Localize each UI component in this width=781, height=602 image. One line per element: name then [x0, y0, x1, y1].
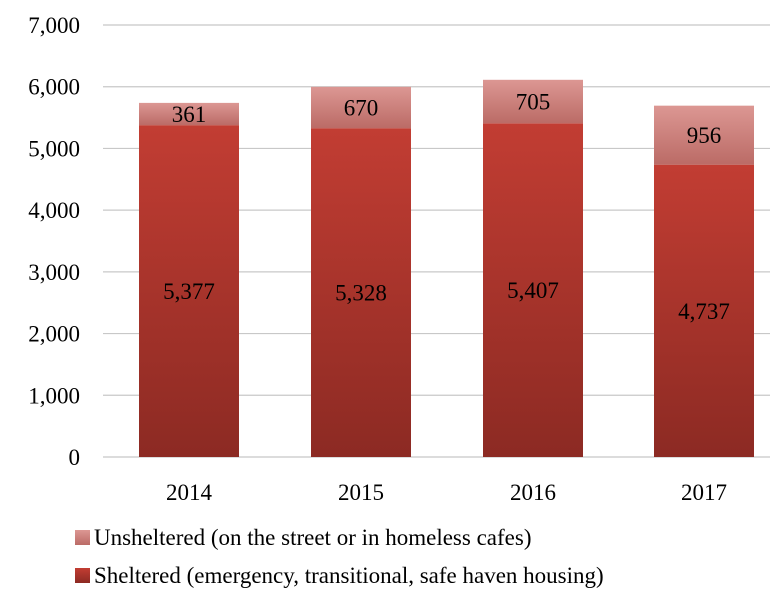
data-label-sheltered-2016: 5,407	[507, 278, 559, 303]
y-tick-label: 1,000	[28, 383, 80, 408]
data-label-sheltered-2017: 4,737	[678, 299, 730, 324]
legend-swatch-unsheltered	[75, 530, 90, 545]
bar-sheltered-2017	[654, 164, 754, 457]
data-label-unsheltered-2017: 956	[687, 123, 722, 148]
y-tick-label: 6,000	[28, 75, 80, 100]
data-label-sheltered-2014: 5,377	[163, 279, 215, 304]
y-tick-label: 0	[69, 445, 81, 470]
bar-unsheltered-2017	[654, 105, 754, 165]
x-axis: 2014 2015 2016 2017	[166, 480, 727, 505]
data-labels: 5,377 361 5,328 670 5,407 705 4,737 956	[163, 90, 730, 324]
y-axis: 0 1,000 2,000 3,000 4,000 5,000 6,000 7,000	[28, 13, 80, 470]
x-tick-label: 2014	[166, 480, 213, 505]
data-label-unsheltered-2016: 705	[516, 90, 551, 115]
bar-sheltered-2014	[139, 125, 239, 457]
y-tick-label: 7,000	[28, 13, 80, 38]
legend-label-sheltered: Sheltered (emergency, transitional, safe…	[94, 563, 604, 588]
bars	[139, 79, 754, 458]
x-tick-label: 2017	[681, 480, 727, 505]
x-tick-label: 2015	[338, 480, 384, 505]
x-tick-label: 2016	[510, 480, 556, 505]
legend: Unsheltered (on the street or in homeles…	[75, 525, 604, 588]
bar-sheltered-2016	[483, 123, 583, 458]
data-label-unsheltered-2015: 670	[344, 96, 379, 121]
y-tick-label: 2,000	[28, 322, 80, 347]
bar-unsheltered-2014	[139, 102, 239, 126]
y-tick-label: 4,000	[28, 198, 80, 223]
bar-unsheltered-2015	[311, 86, 411, 129]
bar-sheltered-2015	[311, 128, 411, 457]
data-label-unsheltered-2014: 361	[172, 102, 207, 127]
y-tick-label: 3,000	[28, 260, 80, 285]
data-label-sheltered-2015: 5,328	[335, 281, 387, 306]
legend-label-unsheltered: Unsheltered (on the street or in homeles…	[94, 525, 531, 550]
bar-unsheltered-2016	[483, 79, 583, 124]
legend-swatch-sheltered	[75, 568, 90, 583]
y-tick-label: 5,000	[28, 136, 80, 161]
